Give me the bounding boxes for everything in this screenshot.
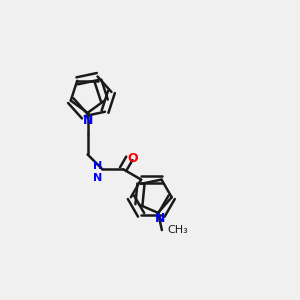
Text: CH₃: CH₃ <box>168 225 189 235</box>
Text: N: N <box>155 212 166 225</box>
Text: N: N <box>82 114 93 127</box>
Text: O: O <box>127 152 138 165</box>
Text: H
N: H N <box>93 161 103 183</box>
